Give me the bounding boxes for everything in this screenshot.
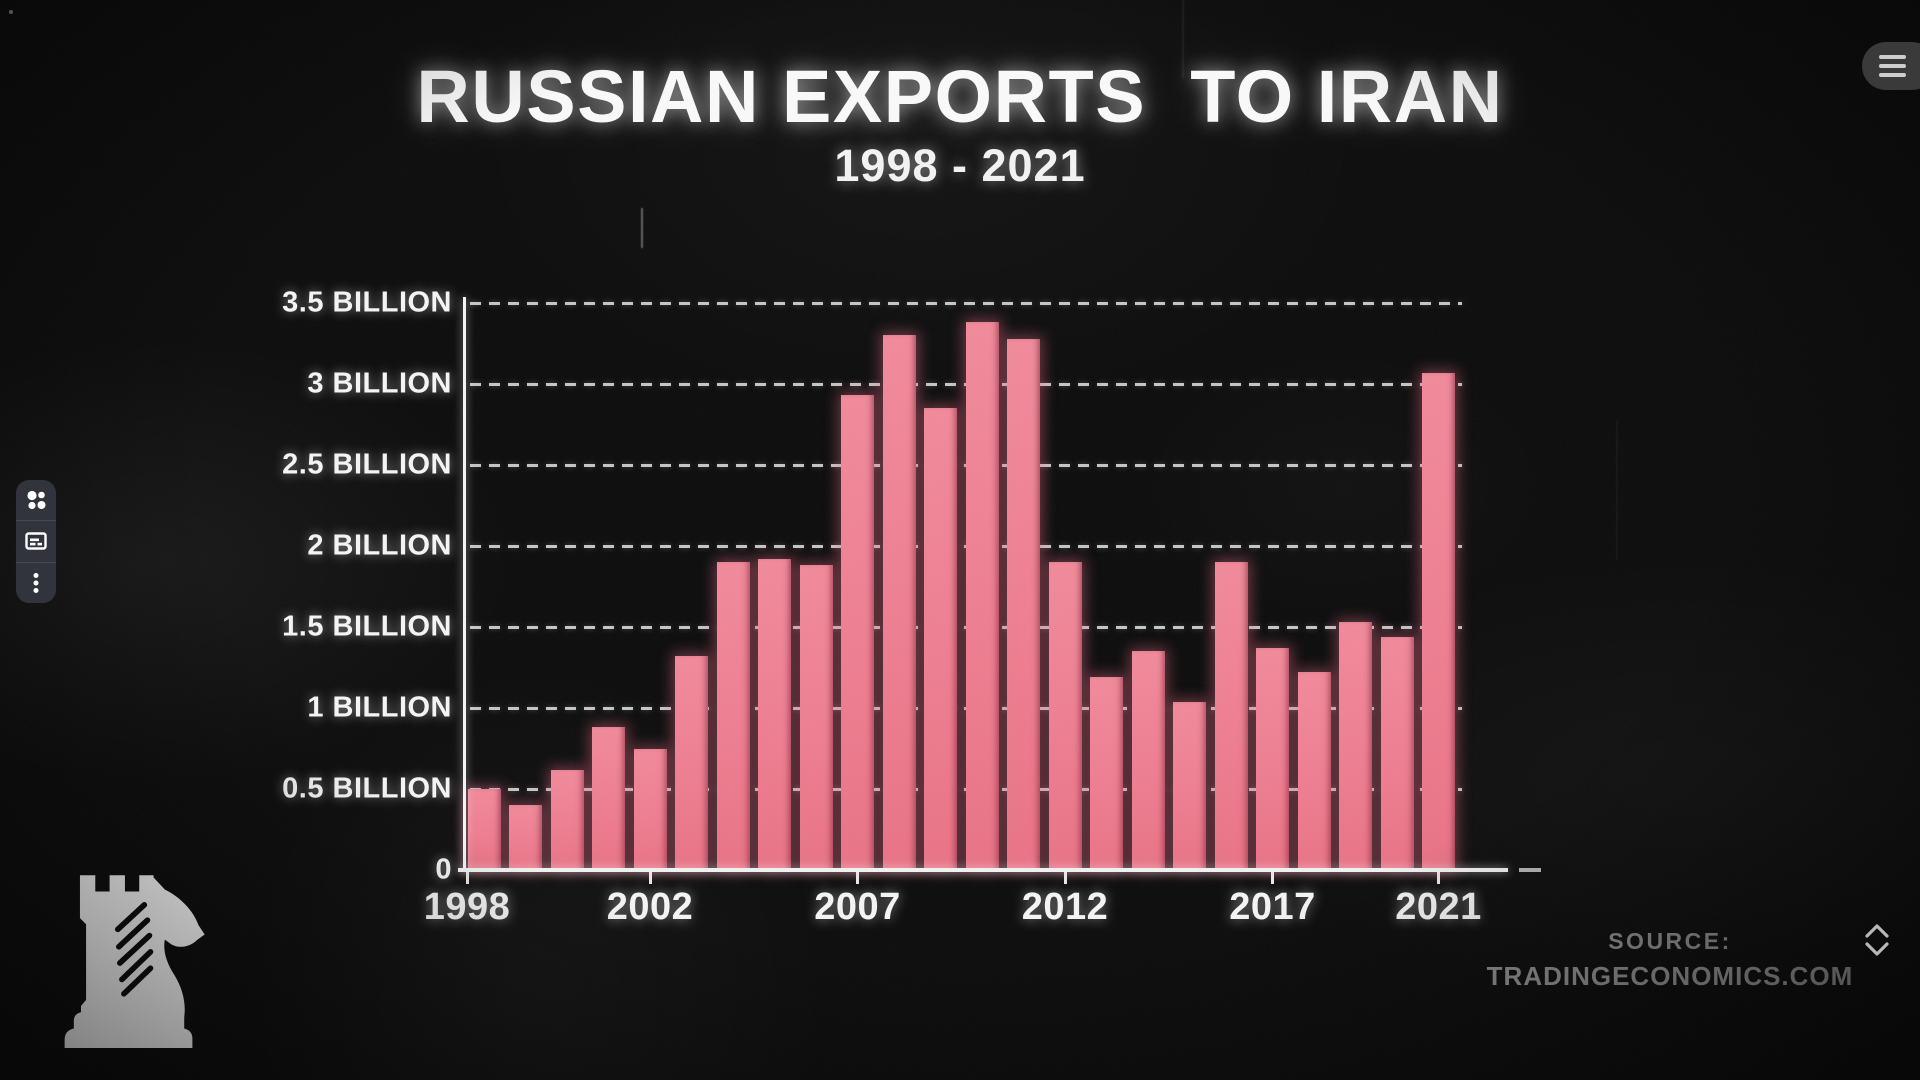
y-axis-label: 3 BILLION xyxy=(307,367,452,400)
x-tick xyxy=(1271,872,1274,884)
bar xyxy=(1422,372,1455,870)
bar xyxy=(1090,677,1123,870)
apps-grid-button[interactable] xyxy=(16,480,56,520)
source-name: TRADINGECONOMICS.COM xyxy=(1486,961,1854,991)
bar xyxy=(799,565,833,870)
subtitles-icon xyxy=(25,532,47,551)
channel-logo xyxy=(46,866,210,1055)
bar xyxy=(1256,648,1289,870)
film-scratch xyxy=(1616,420,1618,560)
y-axis-line xyxy=(463,297,466,872)
bar xyxy=(1173,701,1206,870)
x-axis-label: 2007 xyxy=(814,886,901,928)
bar xyxy=(1131,651,1165,870)
x-tick xyxy=(1063,872,1067,884)
y-axis-label: 0.5 BILLION xyxy=(282,772,452,805)
subtitles-button[interactable] xyxy=(16,520,56,561)
gridline xyxy=(470,301,1462,305)
film-speck xyxy=(9,10,13,14)
x-tick xyxy=(856,872,859,884)
scroll-chevrons[interactable] xyxy=(1862,922,1892,965)
film-scratch xyxy=(641,208,643,248)
x-tick xyxy=(465,872,469,884)
x-axis-label: 2002 xyxy=(606,886,694,928)
x-axis-label: 2017 xyxy=(1229,886,1316,928)
bar xyxy=(1007,338,1040,870)
bar xyxy=(924,408,957,870)
bar xyxy=(716,562,750,870)
bar xyxy=(1297,672,1331,870)
y-axis-label: 1 BILLION xyxy=(307,691,452,724)
bar xyxy=(509,805,542,870)
bar xyxy=(1339,622,1372,870)
chevron-down-icon xyxy=(1865,942,1889,956)
y-axis-label: 3.5 BILLION xyxy=(282,286,452,319)
bar xyxy=(841,395,874,870)
source-label: SOURCE: xyxy=(1608,928,1732,954)
x-tick xyxy=(648,872,652,884)
apps-grid-icon xyxy=(27,491,46,510)
bar xyxy=(882,335,916,870)
more-options-button[interactable] xyxy=(16,561,56,603)
x-tick xyxy=(1437,872,1440,884)
rook-knight-logo-icon xyxy=(64,875,205,1048)
y-axis-label: 1.5 BILLION xyxy=(282,610,452,643)
bar xyxy=(1048,562,1082,870)
bar xyxy=(592,727,625,870)
bar xyxy=(633,748,667,870)
bar xyxy=(1380,636,1414,870)
kebab-menu-icon xyxy=(33,572,39,593)
chart-subtitle: 1998 - 2021 xyxy=(834,140,1086,191)
bar xyxy=(467,789,501,870)
bar xyxy=(965,322,999,870)
x-axis-fragment xyxy=(1519,868,1541,872)
x-axis-label: 1998 xyxy=(423,886,511,928)
bar xyxy=(675,656,708,870)
bar xyxy=(550,769,584,870)
y-axis-label: 2.5 BILLION xyxy=(282,448,452,481)
bar xyxy=(758,558,791,870)
annotation-toolbar xyxy=(16,480,56,603)
chevron-up-icon xyxy=(1865,924,1889,938)
y-axis-label: 2 BILLION xyxy=(307,529,452,562)
x-axis-label: 2012 xyxy=(1021,886,1109,928)
source-attribution: SOURCE: TRADINGECONOMICS.COM xyxy=(1420,928,1920,992)
bar xyxy=(1214,562,1248,870)
x-axis-line xyxy=(458,868,1508,872)
menu-button[interactable] xyxy=(1862,42,1920,90)
chart-title: RUSSIAN EXPORTS TO IRAN xyxy=(416,55,1504,138)
x-axis-label: 2021 xyxy=(1395,886,1482,928)
